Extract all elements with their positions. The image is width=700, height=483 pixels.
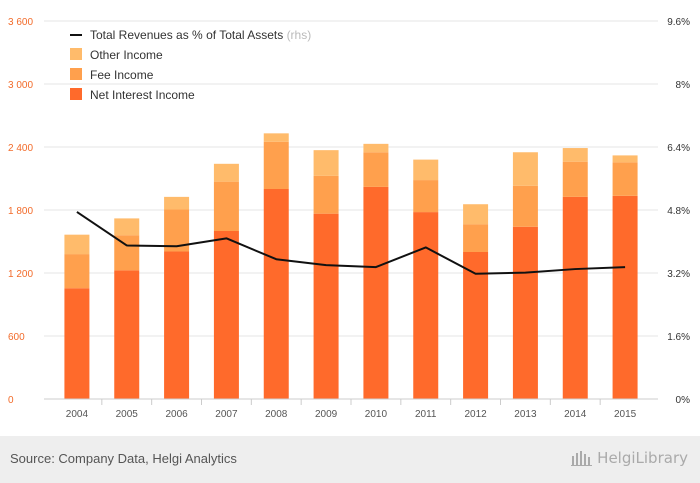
bar-segment xyxy=(562,161,588,197)
bar-segment xyxy=(213,181,239,231)
legend-label: Total Revenues as % of Total Assets (rhs… xyxy=(90,28,311,42)
bar-segment xyxy=(562,148,588,162)
bar-segment xyxy=(213,231,239,399)
y-left-tick-label: 1 800 xyxy=(8,206,33,217)
y-left-tick-label: 2 400 xyxy=(8,143,33,154)
axes: 0 0% 600 1.6% 1 200 3.2% 1 800 4.8% 2 400 6.4% 3 0… xyxy=(8,17,690,420)
x-tick-label: 2015 xyxy=(614,409,637,420)
x-tick-label: 2006 xyxy=(165,409,188,420)
bars xyxy=(64,133,638,399)
bar-segment xyxy=(512,226,538,399)
bar-segment xyxy=(164,196,190,210)
revenue-ratio-line xyxy=(76,211,626,275)
x-tick-label: 2012 xyxy=(464,409,487,420)
y-right-tick-label: 4.8% xyxy=(667,206,690,217)
bar-segment xyxy=(114,218,140,236)
bar-segment xyxy=(64,288,90,399)
legend-swatch xyxy=(70,68,82,80)
bar-segment xyxy=(413,159,439,181)
stacked-bar-line-chart: 0 0% 600 1.6% 1 200 3.2% 1 800 4.8% 2 400 6.4% 3 0… xyxy=(8,17,690,420)
bar-segment xyxy=(363,186,389,399)
x-tick-label: 2008 xyxy=(265,409,288,420)
source-note: Source: Company Data, Helgi Analytics xyxy=(10,451,237,466)
y-left-tick-label: 3 600 xyxy=(8,17,33,28)
y-left-tick-label: 3 000 xyxy=(8,80,33,91)
bar-segment xyxy=(114,235,140,271)
bar-segment xyxy=(413,212,439,399)
bar-segment xyxy=(313,213,339,399)
bar-segment xyxy=(263,133,289,142)
x-tick-label: 2013 xyxy=(514,409,537,420)
bar-segment xyxy=(512,185,538,227)
bar-segment xyxy=(612,195,638,399)
bar-segment xyxy=(363,152,389,187)
bar-segment xyxy=(114,270,140,399)
x-tick-label: 2007 xyxy=(215,409,238,420)
y-right-tick-label: 8% xyxy=(676,80,691,91)
y-right-tick-label: 0% xyxy=(676,395,691,406)
legend-label: Fee Income xyxy=(90,68,154,82)
bar-segment xyxy=(562,196,588,399)
bar-segment xyxy=(64,254,90,289)
bar-segment xyxy=(612,155,638,163)
y-right-tick-label: 3.2% xyxy=(667,269,690,280)
legend-label: Net Interest Income xyxy=(90,88,195,102)
bar-segment xyxy=(313,175,339,214)
footer: Source: Company Data, Helgi Analytics He… xyxy=(0,436,700,483)
x-tick-label: 2005 xyxy=(116,409,139,420)
bar-segment xyxy=(463,252,489,399)
bar-segment xyxy=(263,189,289,399)
legend-label: Other Income xyxy=(90,48,163,62)
bar-segment xyxy=(213,163,239,182)
bar-segment xyxy=(413,180,439,213)
y-left-tick-label: 0 xyxy=(8,395,14,406)
legend-swatch xyxy=(70,48,82,60)
bar-segment xyxy=(363,143,389,153)
y-left-tick-label: 600 xyxy=(8,332,25,343)
legend-swatch xyxy=(70,88,82,100)
line-series xyxy=(76,211,626,275)
gridlines xyxy=(44,20,658,337)
library-logo-icon xyxy=(571,451,593,466)
x-tick-label: 2011 xyxy=(415,409,437,420)
bar-segment xyxy=(64,234,90,255)
x-tick-label: 2009 xyxy=(315,409,338,420)
bar-segment xyxy=(612,162,638,196)
bar-segment xyxy=(164,251,190,399)
legend-axis-note: (rhs) xyxy=(287,28,312,42)
bar-segment xyxy=(313,150,339,176)
brand-logo: HelgiLibrary xyxy=(571,449,688,467)
x-tick-label: 2014 xyxy=(564,409,587,420)
bar-segment xyxy=(463,224,489,252)
x-tick-label: 2004 xyxy=(66,409,89,420)
y-right-tick-label: 1.6% xyxy=(667,332,690,343)
bar-segment xyxy=(463,204,489,225)
brand-name: HelgiLibrary xyxy=(597,449,688,467)
bar-segment xyxy=(263,141,289,189)
legend: Total Revenues as % of Total Assets (rhs… xyxy=(70,28,311,102)
y-right-tick-label: 6.4% xyxy=(667,143,690,154)
y-left-tick-label: 1 200 xyxy=(8,269,33,280)
y-right-tick-label: 9.6% xyxy=(667,17,690,28)
bar-segment xyxy=(512,152,538,186)
x-tick-label: 2010 xyxy=(365,409,388,420)
